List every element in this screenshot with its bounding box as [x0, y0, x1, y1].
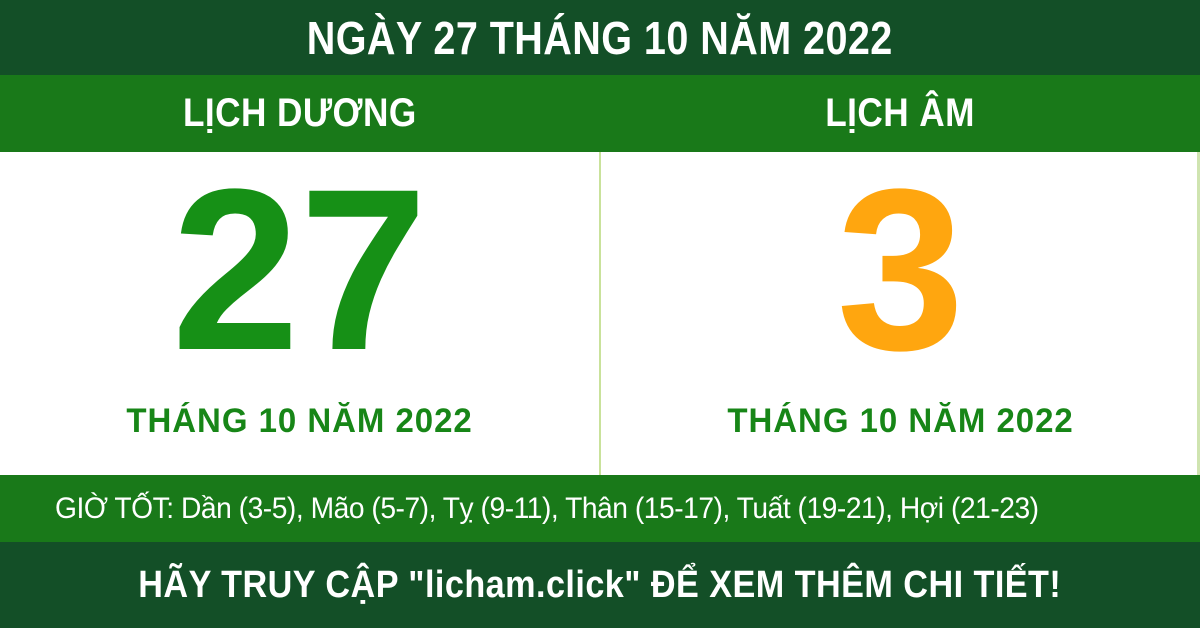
- footer-cta-text: HÃY TRUY CẬP "licham.click" ĐỂ XEM THÊM …: [138, 563, 1062, 606]
- good-hours-text: GIỜ TỐT: Dần (3-5), Mão (5-7), Tỵ (9-11)…: [55, 491, 1039, 525]
- lunar-calendar-header-label: LỊCH ÂM: [825, 91, 975, 135]
- lunar-day-number: 3: [836, 141, 965, 398]
- date-title-bar: NGÀY 27 THÁNG 10 NĂM 2022: [0, 0, 1200, 75]
- solar-calendar-header-label: LỊCH DƯƠNG: [183, 91, 417, 135]
- solar-day-number: 27: [171, 141, 428, 398]
- right-edge-accent-line: [1197, 152, 1200, 475]
- lunar-calendar-header: LỊCH ÂM: [600, 75, 1200, 152]
- solar-calendar-header: LỊCH DƯƠNG: [0, 75, 600, 152]
- calendar-body: 27 THÁNG 10 NĂM 2022 3 THÁNG 10 NĂM 2022: [0, 152, 1200, 475]
- footer-cta-bar: HÃY TRUY CẬP "licham.click" ĐỂ XEM THÊM …: [0, 542, 1200, 628]
- solar-calendar-panel: 27 THÁNG 10 NĂM 2022: [0, 152, 599, 475]
- calendar-headers-row: LỊCH DƯƠNG LỊCH ÂM: [0, 75, 1200, 152]
- good-hours-bar: GIỜ TỐT: Dần (3-5), Mão (5-7), Tỵ (9-11)…: [0, 475, 1200, 542]
- lunar-calendar-panel: 3 THÁNG 10 NĂM 2022: [599, 152, 1200, 475]
- date-title: NGÀY 27 THÁNG 10 NĂM 2022: [306, 11, 894, 64]
- solar-month-year-label: THÁNG 10 NĂM 2022: [126, 402, 473, 440]
- lunar-month-year-label: THÁNG 10 NĂM 2022: [727, 402, 1074, 440]
